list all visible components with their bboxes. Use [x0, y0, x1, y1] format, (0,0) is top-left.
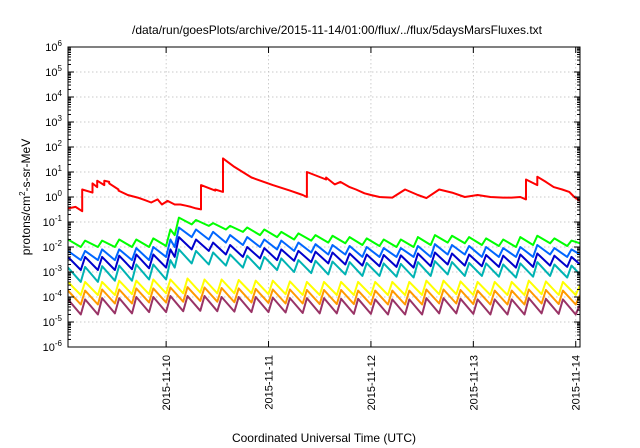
- y-tick-label: 10-5: [43, 314, 63, 329]
- y-axis-label-sup: 2: [18, 191, 27, 196]
- y-tick-exponent: 0: [58, 189, 63, 198]
- y-tick-exponent: -1: [55, 214, 63, 223]
- y-tick-exponent: -5: [55, 314, 63, 323]
- y-tick-base: 10: [45, 67, 57, 79]
- y-tick-base: 10: [45, 92, 57, 104]
- x-tick-label: 2015-11-11: [264, 355, 276, 410]
- y-tick-label: 10-2: [43, 239, 63, 254]
- y-tick-base: 10: [45, 142, 57, 154]
- chart-title: /data/run/goesPlots/archive/2015-11-14/0…: [132, 23, 543, 37]
- y-tick-label: 10-4: [43, 289, 63, 304]
- y-tick-exponent: 5: [58, 64, 63, 73]
- series-line-4: [68, 236, 580, 271]
- y-tick-base: 10: [43, 342, 55, 354]
- y-tick-base: 10: [45, 167, 57, 179]
- y-tick-exponent: -4: [55, 289, 63, 298]
- y-tick-exponent: 3: [58, 114, 63, 123]
- y-tick-base: 10: [43, 267, 55, 279]
- series-line-3: [68, 226, 580, 262]
- y-tick-label: 102: [45, 139, 62, 154]
- y-tick-label: 105: [45, 64, 62, 79]
- y-tick-base: 10: [45, 42, 57, 54]
- y-tick-base: 10: [43, 292, 55, 304]
- series-line-5: [68, 248, 580, 283]
- series-line-1: [68, 157, 580, 213]
- y-tick-base: 10: [43, 217, 55, 229]
- y-tick-exponent: 1: [58, 164, 63, 173]
- y-tick-label: 101: [45, 164, 62, 179]
- y-tick-label: 106: [45, 39, 62, 54]
- y-tick-exponent: 4: [58, 89, 63, 98]
- y-axis-label: protons/cm2-s-sr-MeV: [18, 139, 33, 255]
- y-tick-exponent: -6: [55, 339, 63, 348]
- y-tick-label: 104: [45, 89, 62, 104]
- y-axis: 10-610-510-410-310-210-11001011021031041…: [43, 39, 580, 354]
- x-tick-label: 2015-11-13: [468, 355, 480, 410]
- x-tick-label: 2015-11-12: [366, 355, 378, 410]
- y-tick-label: 10-6: [43, 339, 63, 354]
- series-line-6: [68, 277, 580, 296]
- y-axis-label-rest: -s-sr-MeV: [19, 139, 33, 192]
- y-tick-label: 10-3: [43, 264, 63, 279]
- series-group: [68, 157, 580, 316]
- x-tick-label: 2015-11-14: [571, 355, 583, 410]
- y-axis-label-main: protons/cm: [19, 196, 33, 255]
- x-tick-label: 2015-11-10: [161, 355, 173, 410]
- series-line-8: [68, 295, 580, 316]
- y-tick-base: 10: [43, 317, 55, 329]
- y-tick-exponent: 6: [58, 39, 63, 48]
- x-axis-label: Coordinated Universal Time (UTC): [232, 431, 416, 445]
- x-axis: 2015-11-10 2015-11-11 2015-11-12 2015-11-13…: [161, 47, 583, 410]
- y-tick-base: 10: [45, 192, 57, 204]
- y-tick-label: 103: [45, 114, 62, 129]
- series-line-7: [68, 286, 580, 306]
- series-line-2: [68, 216, 580, 248]
- y-tick-base: 10: [45, 117, 57, 129]
- y-tick-label: 100: [45, 189, 62, 204]
- y-tick-exponent: 2: [58, 139, 63, 148]
- y-tick-label: 10-1: [43, 214, 63, 229]
- y-tick-exponent: -2: [55, 239, 63, 248]
- y-tick-exponent: -3: [55, 264, 63, 273]
- y-tick-base: 10: [43, 242, 55, 254]
